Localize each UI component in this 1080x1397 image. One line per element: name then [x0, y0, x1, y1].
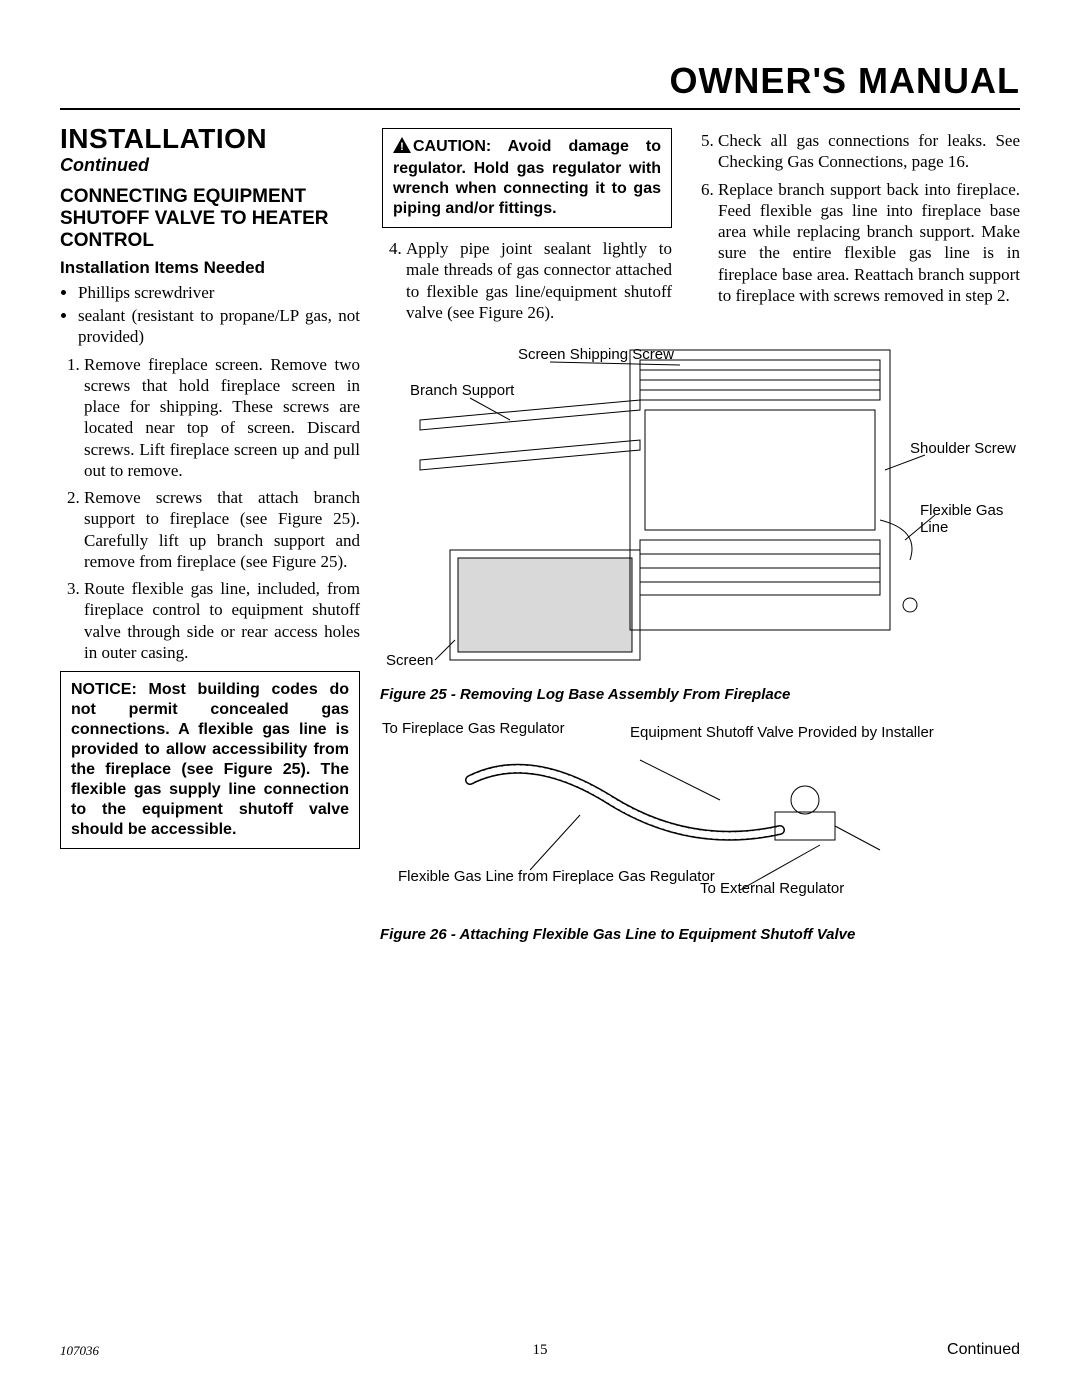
notice-box: NOTICE: Most building codes do not permi… — [60, 671, 360, 849]
list-item: sealant (resistant to propane/LP gas, no… — [78, 305, 360, 348]
list-item: Remove fireplace screen. Remove two scre… — [84, 354, 360, 482]
doc-number: 107036 — [60, 1343, 99, 1359]
subheading: CONNECTING EQUIPMENT SHUTOFF VALVE TO HE… — [60, 186, 360, 252]
figure-25-caption: Figure 25 - Removing Log Base Assembly F… — [380, 686, 1020, 703]
callout-branch-support: Branch Support — [410, 382, 514, 399]
callout-flexible-from: Flexible Gas Line from Fireplace Gas Reg… — [398, 868, 715, 885]
list-item: Phillips screwdriver — [78, 282, 360, 303]
figure-26-drawing: To Fireplace Gas Regulator Equipment Shu… — [380, 720, 1020, 920]
step-list-col1: Remove fireplace screen. Remove two scre… — [60, 354, 360, 664]
callout-flexible-gas-line: Flexible Gas Line — [920, 502, 1020, 537]
manual-title: OWNER'S MANUAL — [60, 60, 1020, 102]
figure-26-caption: Figure 26 - Attaching Flexible Gas Line … — [380, 926, 1020, 943]
page-number: 15 — [533, 1342, 548, 1359]
step-list-col3: Check all gas connections for leaks. See… — [694, 130, 1020, 306]
caution-text: CAUTION: Avoid damage to regulator. Hold… — [393, 138, 661, 217]
column-1: INSTALLATION Continued CONNECTING EQUIPM… — [60, 128, 360, 849]
caution-box: ! CAUTION: Avoid damage to regulator. Ho… — [382, 128, 672, 228]
items-needed-label: Installation Items Needed — [60, 258, 360, 278]
page: OWNER'S MANUAL INSTALLATION Continued CO… — [0, 0, 1080, 1397]
header-rule — [60, 108, 1020, 110]
list-item: Route flexible gas line, included, from … — [84, 578, 360, 663]
figure-25-drawing: Screen Shipping Screw Branch Support Sho… — [380, 340, 1020, 680]
list-item: Check all gas connections for leaks. See… — [718, 130, 1020, 173]
bullet-list: Phillips screwdriver sealant (resistant … — [60, 282, 360, 348]
step-list-col2: Apply pipe joint sealant lightly to male… — [382, 238, 672, 323]
section-title: INSTALLATION — [60, 124, 360, 153]
callout-screen-shipping-screw: Screen Shipping Screw — [518, 346, 674, 363]
callout-screen: Screen — [386, 652, 434, 669]
callout-equipment-shutoff: Equipment Shutoff Valve Provided by Inst… — [630, 724, 934, 741]
list-item: Remove screws that attach branch support… — [84, 487, 360, 572]
callout-shoulder-screw: Shoulder Screw — [910, 440, 1016, 457]
section-continued: Continued — [60, 155, 360, 176]
figure-26: To Fireplace Gas Regulator Equipment Shu… — [380, 720, 1020, 970]
list-item: Replace branch support back into firepla… — [718, 179, 1020, 307]
list-item: Apply pipe joint sealant lightly to male… — [406, 238, 672, 323]
callout-to-fireplace: To Fireplace Gas Regulator — [382, 720, 565, 737]
footer-continued: Continued — [947, 1341, 1020, 1359]
warning-icon: ! — [393, 137, 411, 159]
callout-to-external: To External Regulator — [700, 880, 844, 897]
footer: 107036 15 Continued — [60, 1341, 1020, 1359]
figure-25: Screen Shipping Screw Branch Support Sho… — [380, 340, 1020, 720]
svg-text:!: ! — [400, 141, 404, 153]
